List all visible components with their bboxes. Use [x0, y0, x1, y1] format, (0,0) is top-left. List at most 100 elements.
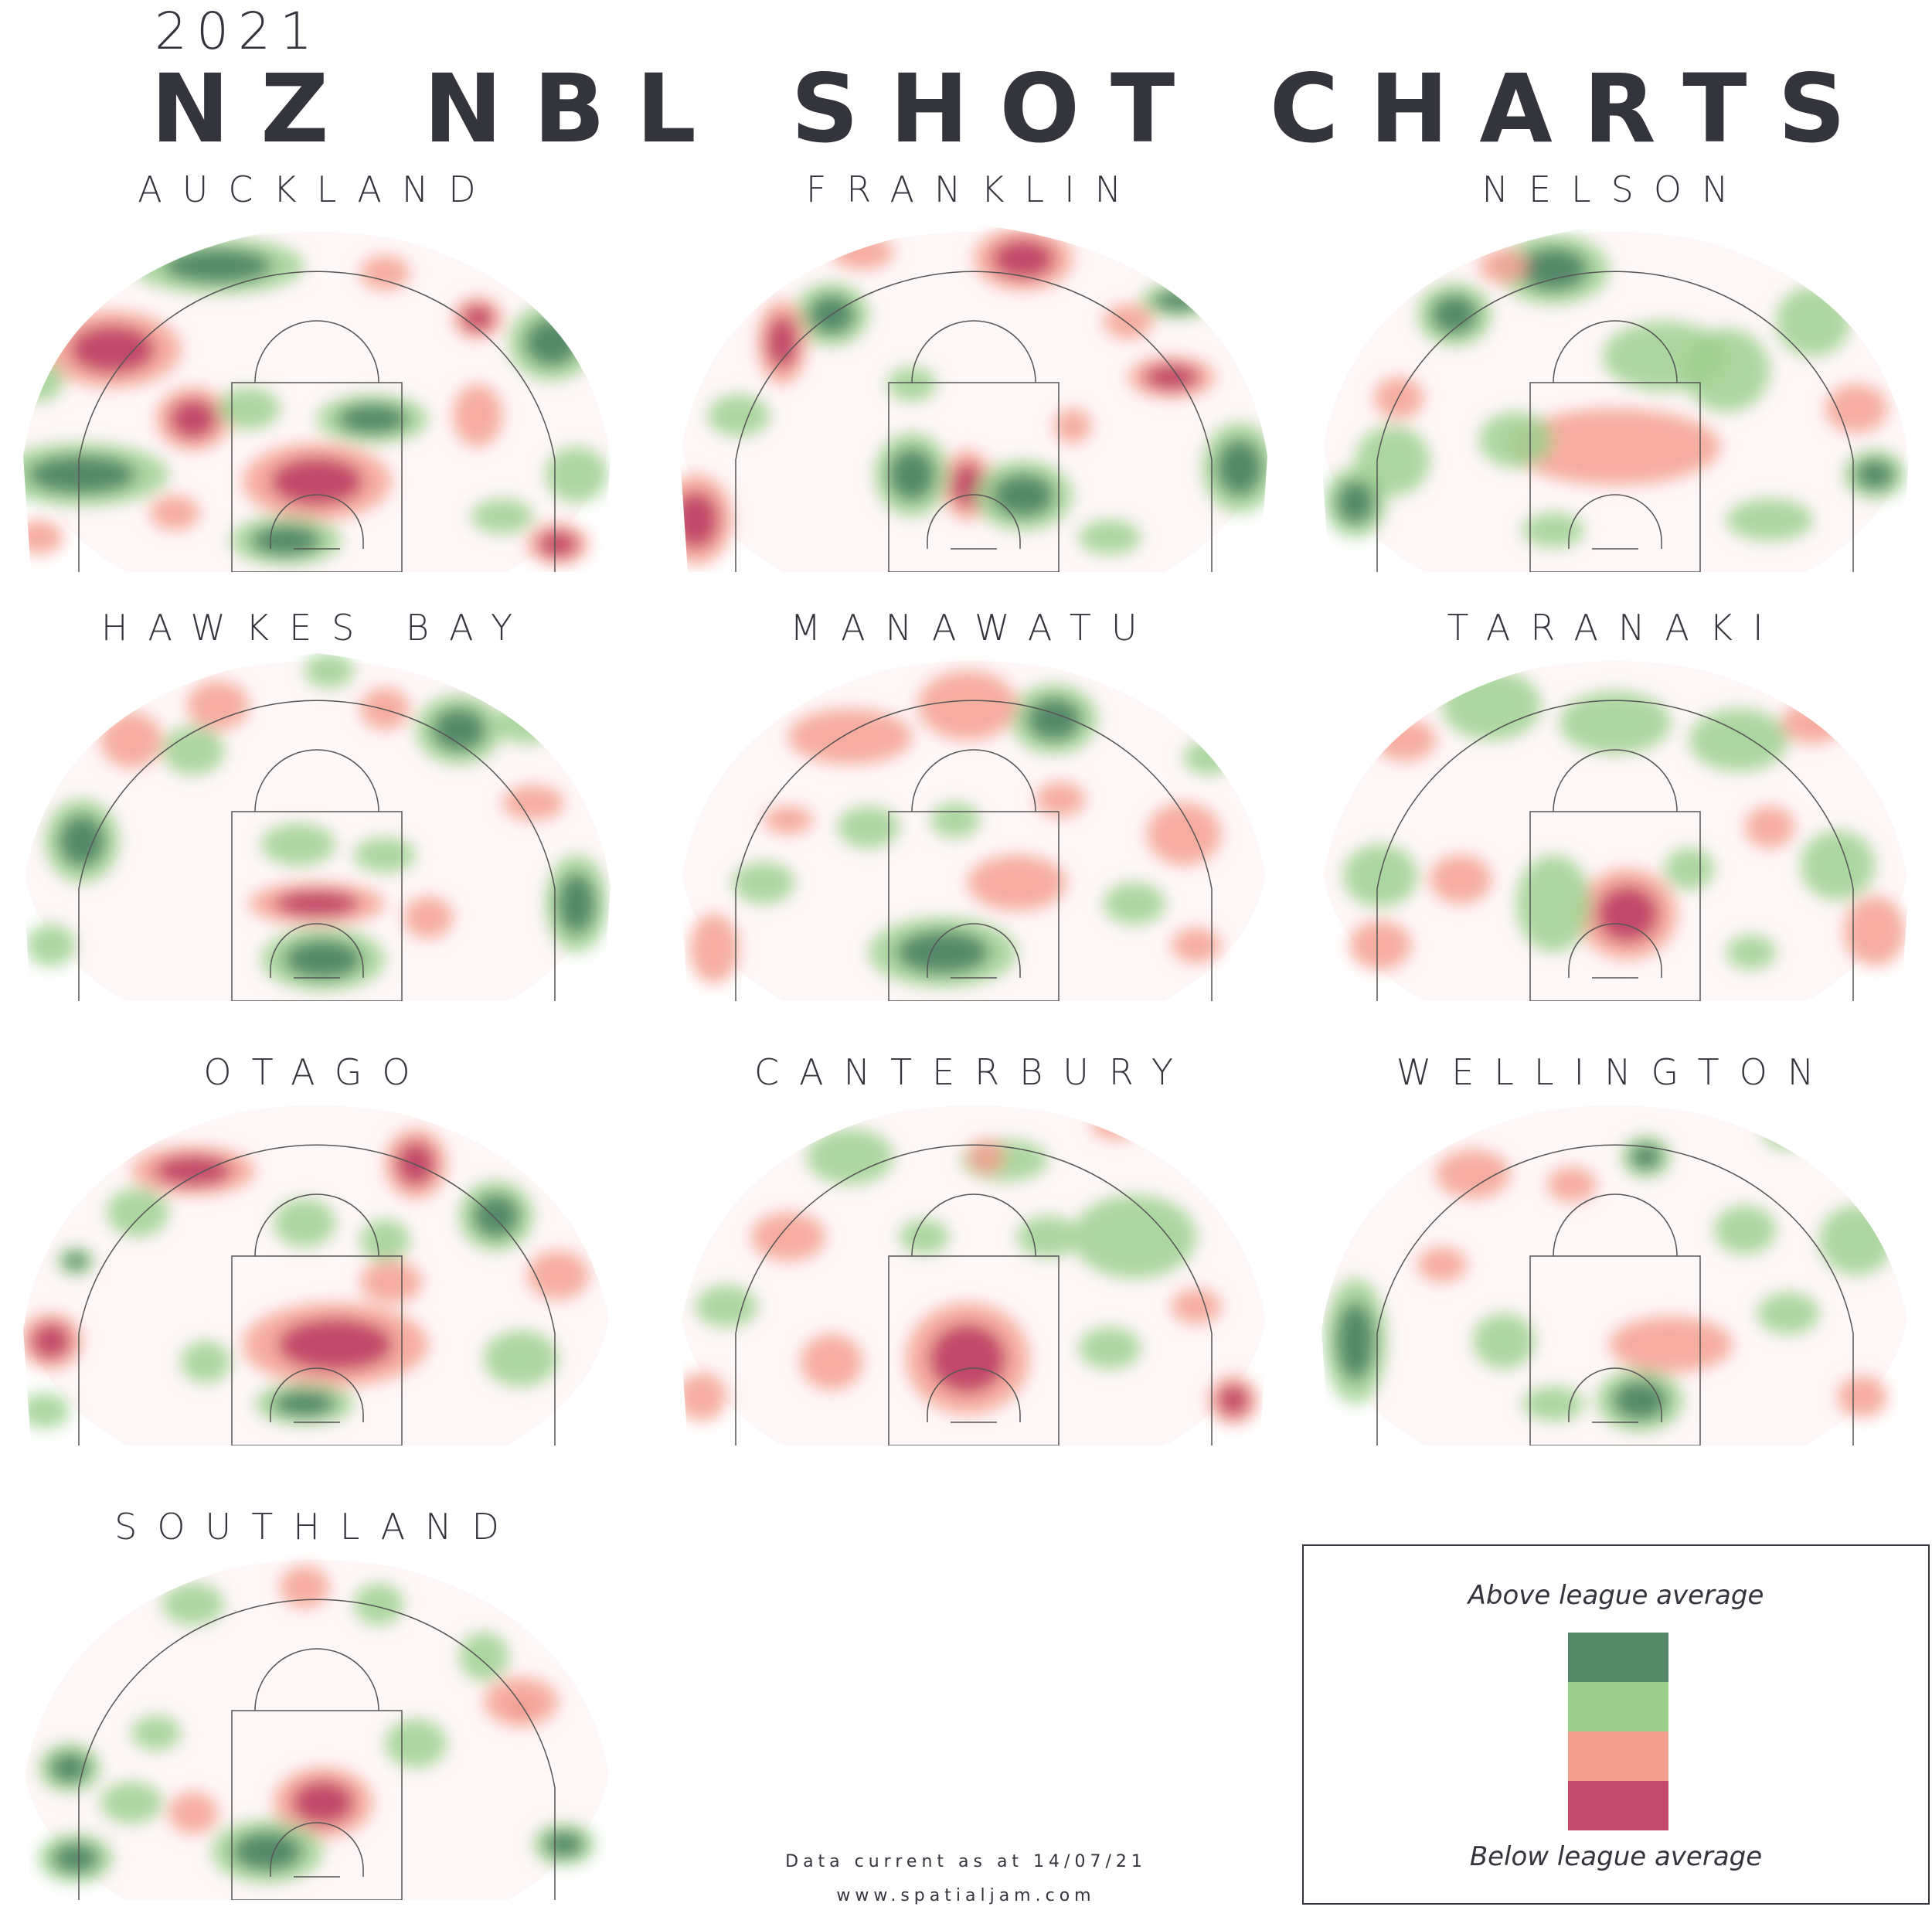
- free-throw-circle: [254, 1193, 379, 1257]
- below-avg-zone: [502, 785, 564, 820]
- above-avg-zone: [525, 318, 579, 366]
- above-avg-zone: [218, 387, 280, 430]
- below-avg-zone: [801, 1334, 862, 1390]
- team-name: HAWKES BAY: [100, 607, 533, 649]
- team-panel: HAWKES BAY: [8, 607, 626, 1001]
- team-panel: OTAGO: [8, 1051, 626, 1445]
- above-avg-zone: [53, 1843, 99, 1874]
- below-avg-zone: [1147, 802, 1221, 866]
- restricted-area: [1568, 1367, 1662, 1422]
- legend-swatch-below-light: [1568, 1731, 1668, 1781]
- three-point-line: [78, 700, 556, 1001]
- above-avg-zone: [1665, 848, 1714, 890]
- above-avg-zone: [26, 924, 76, 966]
- background-haze: [1321, 1105, 1909, 1445]
- team-name: NELSON: [1481, 169, 1749, 210]
- below-avg-zone: [1479, 248, 1529, 284]
- restricted-area: [927, 494, 1021, 549]
- three-point-line: [735, 271, 1213, 572]
- below-avg-zone: [280, 1566, 329, 1608]
- team-name: WELLINGTON: [1396, 1051, 1835, 1093]
- above-avg-zone: [733, 862, 794, 904]
- below-avg-zone: [1349, 921, 1411, 970]
- three-point-line: [78, 1144, 556, 1445]
- below-avg-zone: [23, 519, 63, 555]
- legend-below-label: Below league average: [1469, 1841, 1763, 1872]
- below-avg-zone: [1838, 1376, 1887, 1418]
- above-avg-zone: [708, 394, 770, 437]
- key-paint: [1529, 811, 1701, 1001]
- above-avg-zone: [896, 931, 989, 974]
- above-avg-zone: [51, 670, 113, 706]
- below-avg-zone: [992, 239, 1054, 279]
- above-avg-zone: [887, 366, 937, 402]
- below-avg-zone: [484, 1677, 558, 1726]
- website-link[interactable]: www.spatialjam.com: [836, 1886, 1096, 1905]
- above-avg-zone: [162, 1583, 224, 1626]
- above-avg-zone: [545, 1831, 583, 1857]
- legend-swatch-above-light: [1568, 1682, 1668, 1731]
- above-avg-zone: [459, 1632, 509, 1681]
- three-point-line: [735, 1144, 1213, 1445]
- key-paint: [1529, 382, 1701, 572]
- above-avg-zone: [23, 359, 63, 402]
- below-avg-zone: [1104, 304, 1153, 339]
- free-throw-circle: [911, 1193, 1036, 1257]
- below-avg-zone: [403, 897, 453, 938]
- above-avg-zone: [261, 823, 335, 866]
- free-throw-circle: [254, 749, 379, 812]
- shot-chart-svg: [23, 653, 611, 1001]
- restricted-area: [270, 1822, 364, 1877]
- court-lines: [78, 271, 556, 572]
- above-avg-zone: [1155, 290, 1201, 312]
- below-avg-zone: [396, 1142, 435, 1186]
- below-avg-zone: [155, 1156, 232, 1186]
- above-avg-zone: [162, 726, 224, 775]
- above-avg-zone: [1819, 1205, 1893, 1275]
- free-throw-circle: [911, 749, 1036, 812]
- legend: Above league average Below league averag…: [1302, 1544, 1930, 1905]
- above-avg-zone: [484, 1330, 558, 1387]
- team-panel: NELSON: [1306, 169, 1924, 572]
- above-avg-zone: [900, 1219, 949, 1255]
- above-avg-zone: [107, 1188, 168, 1237]
- above-avg-zone: [1017, 1216, 1079, 1258]
- background-haze: [680, 232, 1267, 572]
- above-avg-zone: [100, 1782, 162, 1823]
- below-avg-zone: [170, 399, 216, 439]
- below-avg-zone: [1374, 377, 1423, 419]
- page-title: NZ NBL SHOT CHARTS: [151, 54, 1877, 164]
- below-avg-zone: [1355, 1132, 1405, 1160]
- above-avg-zone: [1613, 1381, 1667, 1420]
- below-avg-zone: [968, 855, 1066, 911]
- below-avg-zone: [1547, 1167, 1597, 1202]
- above-avg-zone: [164, 248, 272, 284]
- key-paint: [888, 1255, 1060, 1445]
- free-throw-circle: [911, 320, 1036, 383]
- below-avg-zone: [1436, 1149, 1510, 1199]
- below-avg-zone: [764, 806, 813, 834]
- key-paint: [231, 1255, 403, 1445]
- above-avg-zone: [1479, 412, 1553, 468]
- above-avg-zone: [28, 455, 136, 495]
- below-avg-zone: [1091, 1112, 1141, 1139]
- free-throw-circle: [1553, 1193, 1678, 1257]
- above-avg-zone: [1027, 697, 1081, 741]
- team-panel: TARANAKI: [1306, 607, 1924, 1001]
- team-name: MANAWATU: [790, 607, 1158, 649]
- shot-chart-svg: [23, 232, 611, 572]
- above-avg-zone: [1776, 287, 1850, 356]
- above-avg-zone: [1631, 1143, 1662, 1170]
- below-avg-zone: [94, 1119, 144, 1146]
- court-lines: [735, 700, 1213, 1001]
- above-avg-zone: [1431, 295, 1478, 335]
- restricted-area: [1568, 923, 1662, 978]
- below-avg-zone: [1597, 886, 1658, 942]
- above-avg-zone: [354, 837, 416, 873]
- below-avg-zone: [57, 1576, 119, 1612]
- below-avg-zone: [277, 1319, 393, 1371]
- below-avg-zone: [1172, 928, 1221, 963]
- above-avg-zone: [233, 1831, 302, 1871]
- above-avg-zone: [1184, 740, 1233, 775]
- three-point-line: [1376, 1144, 1854, 1445]
